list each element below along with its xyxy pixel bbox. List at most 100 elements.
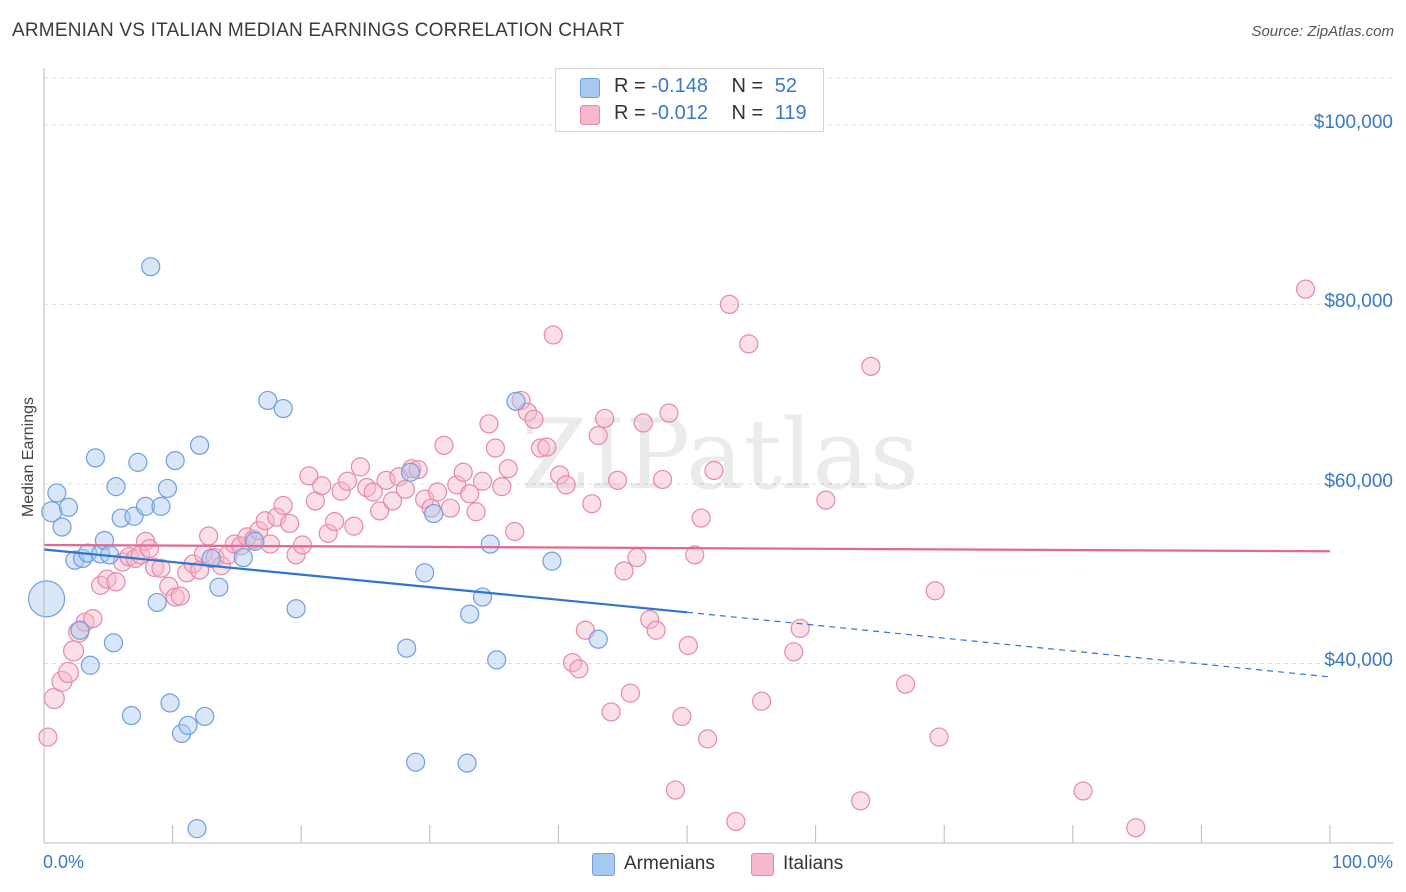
armenians-trend-line <box>43 548 688 614</box>
x-tick-label-max: 100.0% <box>1331 852 1393 872</box>
armenians-point <box>480 534 500 554</box>
italians-point <box>614 561 634 581</box>
italians-point <box>620 683 641 703</box>
armenians-point <box>103 633 124 653</box>
armenians-point <box>286 599 306 619</box>
italians-point <box>1073 781 1093 801</box>
italians-point <box>280 513 300 534</box>
legend-r-value-italians: -0.012 <box>651 102 708 124</box>
armenians-point <box>542 551 562 571</box>
legend-n-value-armenians: 52 <box>774 75 798 97</box>
italians-point <box>929 727 949 747</box>
italians-point <box>685 545 705 565</box>
watermark: ZIPatlas <box>521 399 919 511</box>
italians-point <box>1295 279 1316 299</box>
armenians-point <box>233 547 253 568</box>
italians-point <box>57 661 80 684</box>
italians-point <box>382 491 403 511</box>
italians-point <box>299 466 319 486</box>
italians-point <box>331 481 351 501</box>
armenians-point <box>165 451 185 471</box>
italians-point <box>363 482 383 502</box>
source-label: Source: ZipAtlas.com <box>1251 23 1394 40</box>
italians-point <box>460 484 480 504</box>
italians-swatch <box>580 105 600 125</box>
italians-point <box>255 511 275 531</box>
italians-point <box>62 640 85 662</box>
italians-point <box>312 476 332 496</box>
italians-point <box>498 459 518 479</box>
italians-point <box>633 413 653 433</box>
italians-point <box>144 557 165 578</box>
italians-point <box>739 334 759 354</box>
armenians-point <box>106 477 126 497</box>
italians-point <box>151 558 171 578</box>
italians-point <box>472 471 493 491</box>
armenians-point <box>58 497 79 517</box>
italians-point <box>719 294 740 315</box>
armenians-point <box>400 462 421 482</box>
correlation-legend: R = -0.148 N = 52 R = -0.012 N = 119 <box>555 68 824 132</box>
italians-point <box>325 512 345 532</box>
italians-point <box>784 642 804 662</box>
italians-point <box>672 706 692 727</box>
italians-point <box>607 470 628 490</box>
armenians-point <box>178 715 198 736</box>
armenians-point <box>201 548 221 569</box>
italians-point <box>925 581 945 601</box>
italians-legend-swatch <box>751 853 774 876</box>
chart-title: ARMENIAN VS ITALIAN MEDIAN EARNINGS CORR… <box>12 20 625 41</box>
armenians-point <box>190 435 210 455</box>
italians-point <box>485 438 505 458</box>
armenians-point <box>80 655 100 675</box>
italians-point <box>1126 818 1146 838</box>
italians-point <box>595 408 615 429</box>
armenians-point <box>258 390 278 411</box>
italians-point <box>678 635 698 656</box>
armenians-point <box>209 577 229 597</box>
italians-point <box>851 791 871 811</box>
italians-point <box>408 459 428 480</box>
y-tick-label: $100,000 <box>1313 111 1393 133</box>
legend-n-label: N = <box>731 102 764 124</box>
italians-point <box>83 608 103 629</box>
x-tick-label-min: 0.0% <box>43 852 85 872</box>
armenians-point <box>245 531 265 551</box>
italians-point <box>344 516 364 536</box>
italians-point <box>106 572 126 592</box>
italians-point <box>440 498 460 518</box>
italians-point <box>691 508 711 528</box>
armenians-point <box>187 819 207 839</box>
armenians-legend-swatch <box>592 853 615 876</box>
italians-point <box>726 811 746 832</box>
italians-point <box>479 414 499 434</box>
italians-point <box>466 502 486 522</box>
italians-point <box>627 547 647 568</box>
italians-point <box>550 465 570 485</box>
legend-r-label: R = <box>614 102 646 124</box>
armenians-point <box>141 257 161 277</box>
italians-point <box>370 501 390 521</box>
armenians-point <box>135 496 156 516</box>
armenians-point <box>160 693 180 713</box>
armenians-point <box>487 650 507 670</box>
armenians-point <box>147 592 167 613</box>
italians-point <box>896 674 916 694</box>
italians-point <box>697 729 718 749</box>
y-tick-label: $60,000 <box>1324 470 1393 492</box>
axes <box>43 68 1393 844</box>
italians-point <box>659 403 679 423</box>
italians-point <box>588 425 608 446</box>
italians-point <box>260 534 280 554</box>
armenians-point <box>506 391 526 411</box>
italians-point <box>492 477 512 497</box>
italians-point <box>337 471 358 491</box>
armenians-point <box>273 398 293 419</box>
italians-point <box>751 691 772 711</box>
armenians-point <box>151 496 171 516</box>
armenians-point <box>128 452 148 472</box>
italians-point <box>524 409 544 429</box>
armenians-legend-label: Armenians <box>624 853 715 874</box>
italians-point <box>139 538 160 559</box>
italians-point <box>505 521 525 542</box>
